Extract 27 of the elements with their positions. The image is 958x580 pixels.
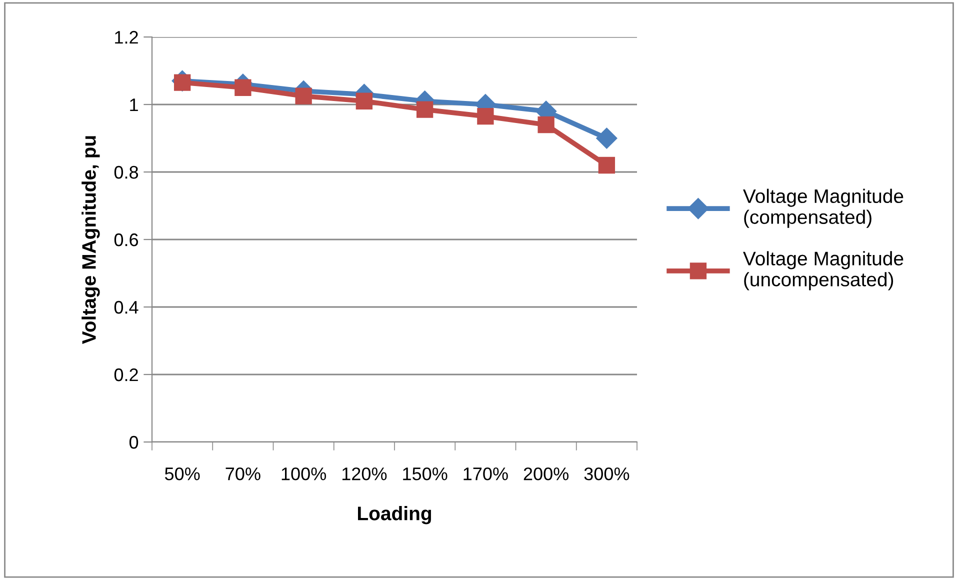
point [356, 92, 373, 110]
x-tick-label: 300% [584, 467, 630, 480]
point [295, 88, 312, 104]
y-tick-label: 0 [129, 436, 138, 449]
x-tick-label: 50% [164, 467, 200, 480]
x-tick-label: 150% [403, 467, 448, 480]
point [234, 79, 252, 96]
x-tick-label: 70% [226, 467, 260, 480]
x-tick-label: 200% [524, 467, 569, 480]
y-axis-title: Voltage MAgnitude, pu [82, 136, 100, 344]
point [538, 116, 554, 134]
point [596, 128, 618, 149]
x-tick-label: 170% [464, 467, 508, 480]
y-tick-label: 0.6 [114, 233, 138, 246]
legend-label: Voltage Magnitude (compensated) [743, 188, 904, 228]
x-tick-label: 120% [342, 467, 387, 480]
point [598, 156, 616, 174]
y-tick-label: 1.2 [115, 30, 138, 44]
y-tick-label: 0.2 [114, 368, 138, 382]
legend-label: Voltage Magnitude (uncompensated) [743, 251, 904, 290]
y-tick-label: 0.4 [114, 300, 138, 314]
point [477, 108, 494, 125]
x-axis-title: Loading [358, 506, 432, 524]
point [416, 101, 434, 118]
y-tick-label: 1 [130, 98, 138, 112]
y-tick-label: 0.8 [114, 166, 138, 179]
x-tick-label: 100% [282, 467, 326, 480]
